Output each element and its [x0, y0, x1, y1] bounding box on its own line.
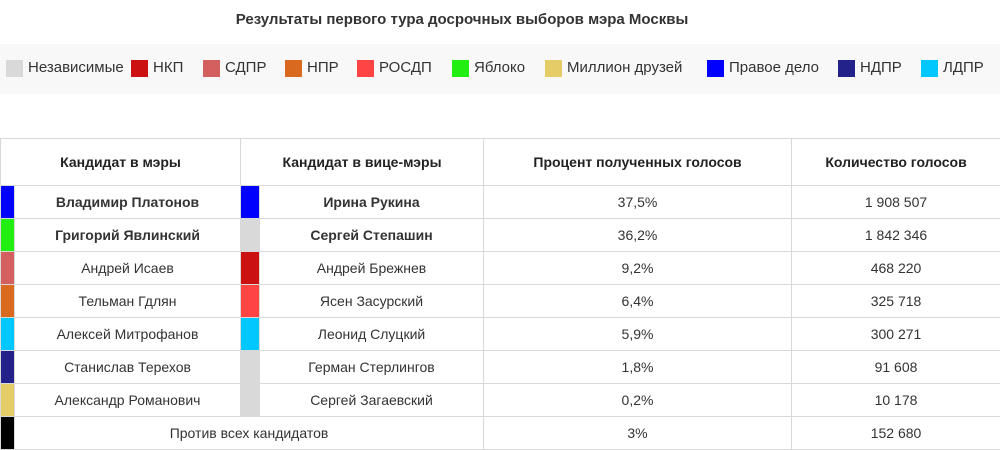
- vice-name: Андрей Брежнев: [260, 252, 484, 285]
- percent-cell: 3%: [484, 417, 792, 450]
- votes-cell: 10 178: [792, 384, 1000, 417]
- mayor-name: Тельман Гдлян: [15, 285, 241, 318]
- mayor-party-swatch: [1, 252, 15, 285]
- against-all-row: Против всех кандидатов 3% 152 680: [1, 417, 1000, 450]
- legend-swatch: [203, 60, 220, 77]
- legend-item: РОСДП: [357, 58, 432, 78]
- legend-label: РОСДП: [379, 58, 432, 78]
- votes-cell: 91 608: [792, 351, 1000, 384]
- mayor-party-swatch: [1, 186, 15, 219]
- vice-party-swatch: [241, 351, 260, 384]
- percent-cell: 5,9%: [484, 318, 792, 351]
- votes-cell: 152 680: [792, 417, 1000, 450]
- page-title: Результаты первого тура досрочных выборо…: [0, 11, 924, 28]
- vice-party-swatch: [241, 186, 260, 219]
- vice-party-swatch: [241, 318, 260, 351]
- vice-name: Сергей Степашин: [260, 219, 484, 252]
- table-row: Владимир Платонов Ирина Рукина 37,5% 1 9…: [1, 186, 1000, 219]
- legend-swatch: [707, 60, 724, 77]
- mayor-party-swatch: [1, 351, 15, 384]
- percent-cell: 1,8%: [484, 351, 792, 384]
- legend-label: НПР: [307, 58, 339, 78]
- mayor-party-swatch: [1, 285, 15, 318]
- legend-label: Миллион друзей: [567, 58, 682, 78]
- table-row: Александр Романович Сергей Загаевский 0,…: [1, 384, 1000, 417]
- percent-cell: 9,2%: [484, 252, 792, 285]
- legend-label: Правое дело: [729, 58, 819, 78]
- legend-item: Яблоко: [452, 58, 525, 78]
- legend-item: НДПР: [838, 58, 902, 78]
- results-table: Кандидат в мэры Кандидат в вице-мэры Про…: [0, 138, 1000, 450]
- legend-swatch: [545, 60, 562, 77]
- legend-label: ЛДПР: [943, 58, 984, 78]
- vice-party-swatch: [241, 384, 260, 417]
- mayor-name: Александр Романович: [15, 384, 241, 417]
- legend-label: НКП: [153, 58, 183, 78]
- table-row: Станислав Терехов Герман Стерлингов 1,8%…: [1, 351, 1000, 384]
- percent-cell: 6,4%: [484, 285, 792, 318]
- against-all-swatch: [1, 417, 15, 450]
- legend-item: НКП: [131, 58, 183, 78]
- votes-cell: 1 842 346: [792, 219, 1000, 252]
- table-row: Тельман Гдлян Ясен Засурский 6,4% 325 71…: [1, 285, 1000, 318]
- legend-item: Правое дело: [707, 58, 819, 78]
- header-votes: Количество голосов: [792, 139, 1000, 186]
- mayor-name: Владимир Платонов: [15, 186, 241, 219]
- mayor-name: Станислав Терехов: [15, 351, 241, 384]
- votes-cell: 1 908 507: [792, 186, 1000, 219]
- legend-swatch: [452, 60, 469, 77]
- mayor-party-swatch: [1, 219, 15, 252]
- table-row: Андрей Исаев Андрей Брежнев 9,2% 468 220: [1, 252, 1000, 285]
- header-percent: Процент полученных голосов: [484, 139, 792, 186]
- percent-cell: 36,2%: [484, 219, 792, 252]
- mayor-party-swatch: [1, 384, 15, 417]
- vice-party-swatch: [241, 219, 260, 252]
- vice-party-swatch: [241, 252, 260, 285]
- header-vice: Кандидат в вице-мэры: [241, 139, 484, 186]
- vice-name: Леонид Слуцкий: [260, 318, 484, 351]
- legend-item: СДПР: [203, 58, 266, 78]
- legend-label: НДПР: [860, 58, 902, 78]
- against-all-label: Против всех кандидатов: [15, 417, 484, 450]
- percent-cell: 0,2%: [484, 384, 792, 417]
- legend-swatch: [6, 60, 23, 77]
- table-row: Григорий Явлинский Сергей Степашин 36,2%…: [1, 219, 1000, 252]
- legend-item: ЛДПР: [921, 58, 984, 78]
- legend-swatch: [285, 60, 302, 77]
- legend-swatch: [921, 60, 938, 77]
- votes-cell: 300 271: [792, 318, 1000, 351]
- legend-item: НПР: [285, 58, 339, 78]
- legend-label: СДПР: [225, 58, 266, 78]
- legend-swatch: [357, 60, 374, 77]
- table-row: Алексей Митрофанов Леонид Слуцкий 5,9% 3…: [1, 318, 1000, 351]
- votes-cell: 325 718: [792, 285, 1000, 318]
- votes-cell: 468 220: [792, 252, 1000, 285]
- vice-name: Ясен Засурский: [260, 285, 484, 318]
- party-legend: Независимые НКП СДПР НПР РОСДП Яблоко Ми…: [0, 44, 1000, 94]
- legend-swatch: [838, 60, 855, 77]
- mayor-party-swatch: [1, 318, 15, 351]
- vice-party-swatch: [241, 285, 260, 318]
- percent-cell: 37,5%: [484, 186, 792, 219]
- legend-label: Яблоко: [474, 58, 525, 78]
- legend-swatch: [131, 60, 148, 77]
- legend-item: Независимые: [6, 58, 124, 78]
- table-header-row: Кандидат в мэры Кандидат в вице-мэры Про…: [1, 139, 1000, 186]
- vice-name: Ирина Рукина: [260, 186, 484, 219]
- legend-item: Миллион друзей: [545, 58, 682, 78]
- header-mayor: Кандидат в мэры: [1, 139, 241, 186]
- vice-name: Герман Стерлингов: [260, 351, 484, 384]
- mayor-name: Григорий Явлинский: [15, 219, 241, 252]
- legend-label: Независимые: [28, 58, 124, 78]
- mayor-name: Алексей Митрофанов: [15, 318, 241, 351]
- vice-name: Сергей Загаевский: [260, 384, 484, 417]
- mayor-name: Андрей Исаев: [15, 252, 241, 285]
